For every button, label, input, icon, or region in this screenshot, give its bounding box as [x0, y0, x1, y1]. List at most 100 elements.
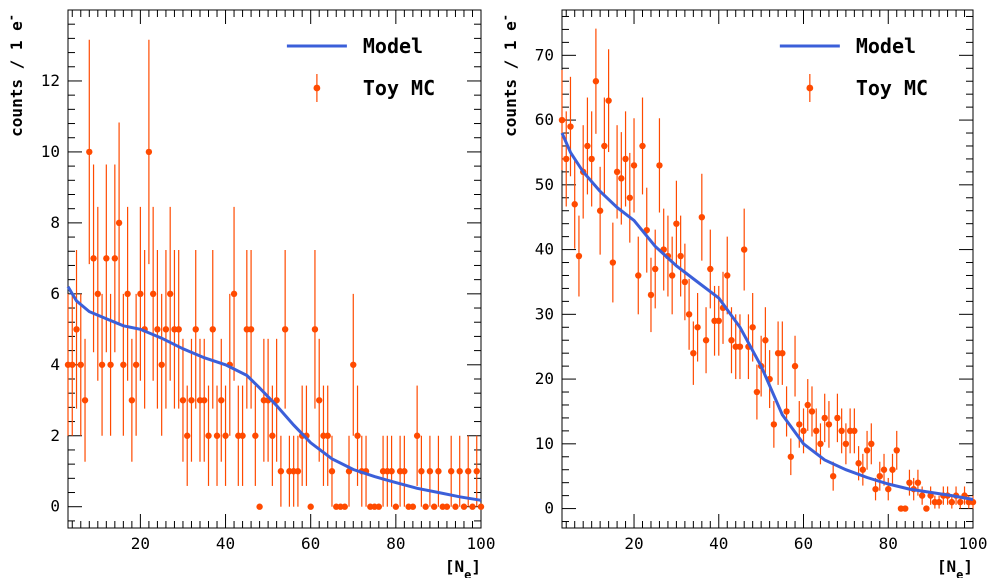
toy-mc-point — [707, 265, 714, 273]
toy-mc-point — [652, 265, 659, 273]
x-tick-label: 80 — [386, 534, 405, 553]
toy-mc-point — [149, 290, 157, 298]
toy-mc-point — [838, 427, 845, 435]
x-tick-label: 20 — [624, 534, 643, 553]
toy-mc-point — [175, 326, 182, 333]
toy-mc-point — [783, 408, 790, 415]
toy-mc-point — [804, 401, 811, 409]
toy-mc-point — [350, 361, 357, 368]
toy-mc-point — [622, 155, 629, 163]
toy-mc-point — [375, 503, 383, 510]
toy-mc-point — [107, 361, 114, 368]
toy-mc-point — [247, 326, 255, 333]
toy-mc-point — [834, 414, 841, 422]
toy-mc-point — [715, 317, 722, 324]
toy-mc-point — [813, 427, 820, 435]
y-tick-label: 60 — [535, 110, 554, 129]
legend-toy-marker — [806, 84, 814, 92]
legend-model-label: Model — [363, 34, 423, 58]
toy-mc-point — [588, 155, 595, 163]
toy-mc-point — [618, 175, 625, 182]
x-axis: 20 40 60 80 100 — [565, 10, 987, 553]
toy-mc-point — [341, 503, 348, 510]
toy-mc-point — [128, 397, 136, 404]
y-axis-title: counts / 1 e- — [498, 14, 520, 137]
y-tick-label: 70 — [535, 45, 554, 64]
toy-mc-point — [184, 432, 191, 439]
toy-mc-point — [770, 421, 778, 428]
model-curve — [560, 132, 974, 501]
toy-mc-point — [948, 498, 956, 506]
toy-mc-point — [685, 311, 693, 318]
toy-mc-point — [563, 155, 570, 163]
x-axis-title: [Ne] — [937, 557, 973, 578]
toy-mc-point — [69, 361, 76, 368]
toy-mc-point — [584, 142, 591, 150]
x-tick-label: 40 — [709, 534, 728, 553]
toy-mc-point — [808, 408, 816, 415]
toy-mc-point — [277, 468, 285, 475]
chart-panel-1: 20 40 60 80 100 0 2 4 6 8 10 12 [Ne] counts / 1 e- Mod… — [4, 9, 495, 578]
toy-mc-point — [477, 503, 485, 510]
toy-mc-point — [639, 142, 646, 150]
toy-mc-point — [749, 324, 756, 331]
toy-mc-point — [103, 255, 110, 262]
y-tick-label: 10 — [41, 142, 60, 161]
toy-mc-point — [120, 361, 127, 368]
toy-mc-point — [401, 468, 408, 475]
toy-mc-point — [851, 427, 858, 435]
toy-mc-point — [307, 503, 314, 510]
toy-mc-point — [81, 397, 89, 404]
toy-mc-point — [592, 78, 600, 85]
toy-mc-point — [914, 479, 922, 486]
toy-mc-point — [923, 505, 930, 512]
toy-mc-point — [647, 291, 655, 299]
toy-mc-point — [698, 214, 706, 221]
toy-mc-point — [825, 421, 833, 428]
toy-mc-point — [728, 337, 735, 344]
legend: Model Toy MC — [779, 34, 928, 102]
toy-mc-point — [256, 503, 263, 510]
toy-mc-point — [328, 468, 336, 475]
y-tick-label: 30 — [535, 304, 554, 323]
toy-mc-point — [218, 397, 225, 404]
toy-mc-point — [252, 432, 259, 439]
y-tick-label: 12 — [41, 71, 60, 90]
toy-mc-point — [740, 246, 748, 253]
y-tick-label: 40 — [535, 240, 554, 259]
plot-frame — [67, 9, 482, 529]
toy-mc-point — [111, 255, 119, 262]
toy-mc-point — [736, 343, 744, 350]
toy-mc-point — [311, 326, 319, 333]
toy-mc-point — [762, 337, 769, 344]
chart-panel-2: 20 40 60 80 100 0 10 20 30 40 50 60 70 [Ne] counts / 1… — [498, 9, 987, 578]
toy-mc-point — [918, 492, 926, 499]
toy-mc-series — [558, 28, 977, 512]
toy-mc-point — [460, 503, 468, 510]
toy-mc-point — [98, 361, 106, 368]
toy-mc-point — [77, 361, 84, 368]
legend-toy-label: Toy MC — [363, 76, 435, 100]
legend: Model Toy MC — [286, 34, 435, 102]
toy-mc-point — [426, 468, 434, 475]
toy-mc-point — [656, 162, 663, 169]
x-tick-label: 60 — [794, 534, 813, 553]
toy-mc-point — [880, 466, 888, 473]
y-tick-label: 2 — [50, 426, 60, 445]
y-axis: 0 10 20 30 40 50 60 70 — [535, 15, 973, 523]
toy-mc-point — [316, 397, 323, 404]
toy-mc-point — [609, 259, 617, 266]
toy-mc-point — [179, 397, 187, 404]
toy-mc-point — [392, 503, 400, 510]
toy-mc-point — [213, 432, 221, 439]
toy-mc-point — [817, 440, 824, 448]
toy-mc-point — [73, 326, 80, 333]
toy-mc-point — [447, 468, 455, 475]
toy-mc-point — [435, 468, 442, 475]
toy-mc-point — [192, 326, 199, 333]
toy-mc-point — [885, 485, 892, 493]
toy-mc-point — [422, 503, 429, 510]
legend-toy-marker — [313, 84, 321, 92]
toy-mc-point — [145, 148, 153, 156]
toy-mc-point — [863, 447, 871, 454]
